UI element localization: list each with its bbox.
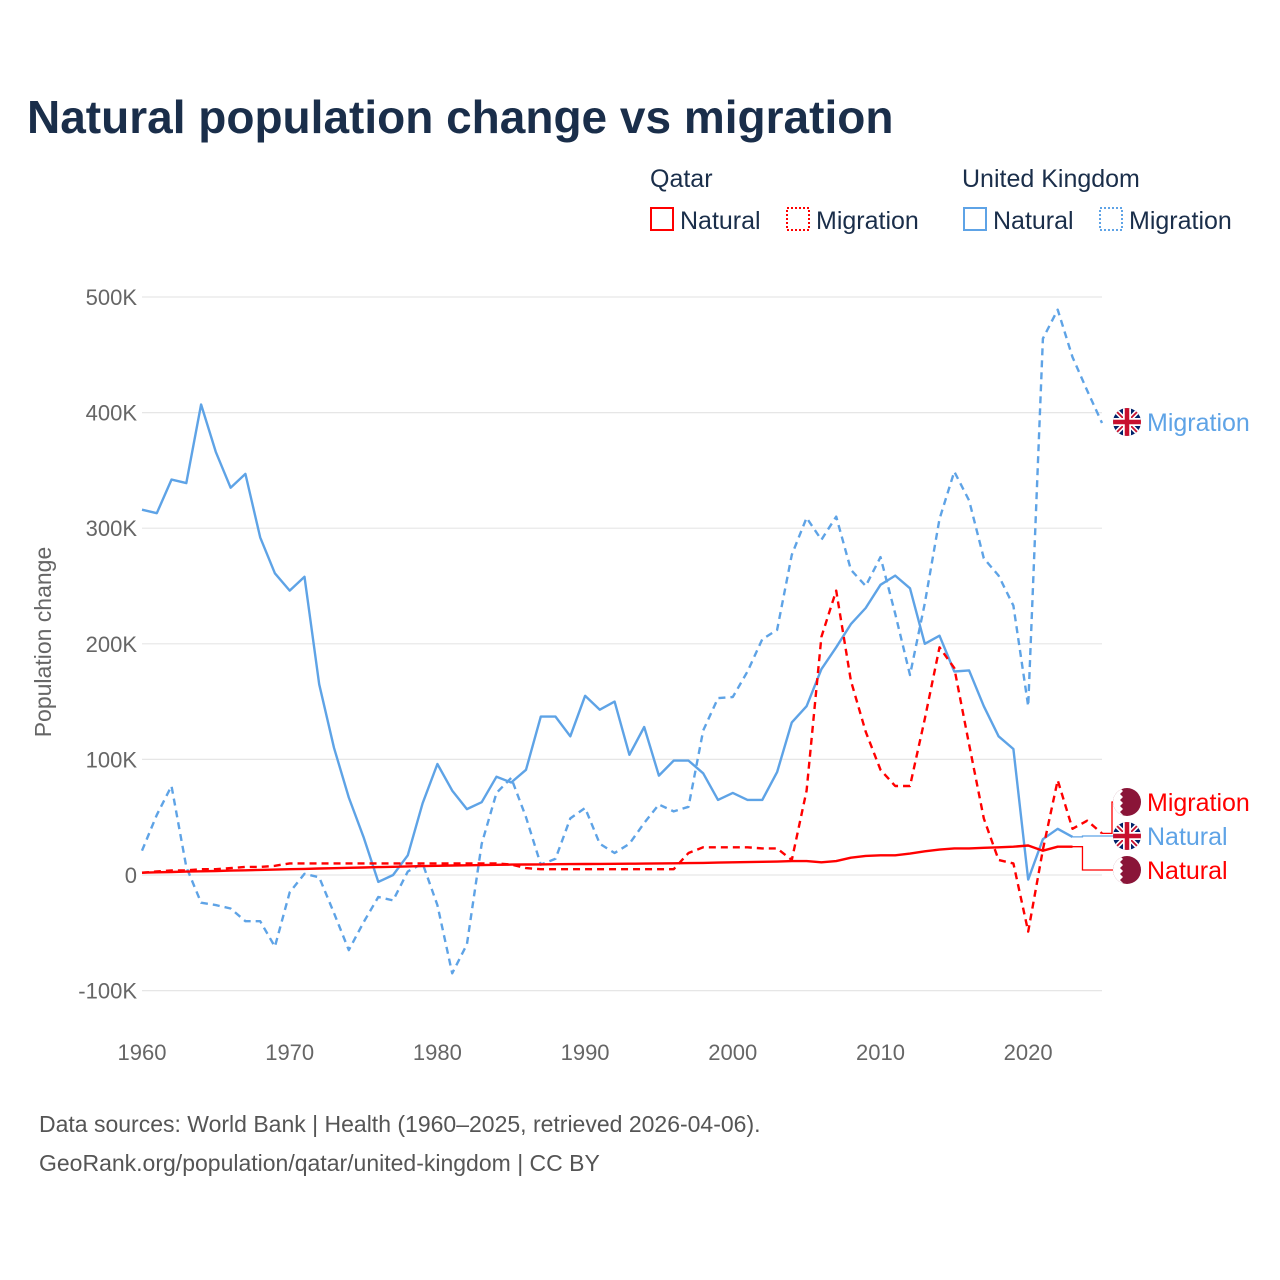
legend-item-qatar-natural[interactable]: Natural [680, 207, 761, 235]
series-line-qatar-migration[interactable] [141, 589, 1103, 933]
y-tick-label: 100K [86, 747, 138, 772]
y-axis-label: Population change [30, 547, 56, 738]
series-line-united-kingdom-migration[interactable] [140, 308, 1104, 975]
legend-group-qatar: Qatar [650, 165, 713, 193]
source-line-2[interactable]: GeoRank.org/population/qatar/united-king… [39, 1150, 600, 1176]
end-label-qatar-migration: Migration [1147, 789, 1250, 817]
legend: Qatar Natural Migration United Kingdom N… [650, 165, 1232, 235]
end-label-qatar-natural: Natural [1147, 857, 1228, 885]
grid [142, 296, 1102, 992]
end-label-united-kingdom-natural: Natural [1147, 823, 1228, 851]
y-axis: 500K 400K 300K 200K 100K 0 -100K [78, 285, 137, 1004]
x-tick-label: 2020 [1004, 1040, 1053, 1065]
legend-swatch-qatar-natural [650, 207, 674, 231]
x-tick-label: 2010 [856, 1040, 905, 1065]
x-tick-label: 2000 [708, 1040, 757, 1065]
series-line-qatar-natural[interactable] [141, 844, 1073, 874]
qatar-flag-icon [1113, 856, 1141, 884]
end-labels: Migration Natural Migration Natural [1072, 408, 1250, 885]
legend-group-uk: United Kingdom [962, 165, 1140, 193]
legend-item-uk-migration[interactable]: Migration [1129, 207, 1232, 235]
end-label-united-kingdom-migration: Migration [1147, 409, 1250, 437]
label-connector [1102, 801, 1113, 835]
label-connector [1072, 835, 1113, 838]
y-tick-label: 0 [125, 863, 137, 888]
series-line-united-kingdom-natural[interactable] [141, 403, 1074, 884]
legend-swatch-uk-migration [1099, 207, 1123, 231]
x-axis: 1960 1970 1980 1990 2000 2010 2020 [118, 1040, 1053, 1065]
legend-swatch-uk-natural [963, 207, 987, 231]
y-tick-label: 400K [86, 401, 138, 426]
x-tick-label: 1970 [265, 1040, 314, 1065]
label-connector [1072, 846, 1113, 871]
y-tick-label: 200K [86, 632, 138, 657]
legend-swatch-qatar-migration [786, 207, 810, 231]
x-tick-label: 1960 [118, 1040, 167, 1065]
legend-item-qatar-migration[interactable]: Migration [816, 207, 919, 235]
series-lines [140, 308, 1104, 975]
x-tick-label: 1990 [561, 1040, 610, 1065]
y-tick-label: -100K [78, 979, 137, 1004]
qatar-flag-icon [1113, 788, 1141, 816]
x-tick-label: 1980 [413, 1040, 462, 1065]
uk-flag-icon [1113, 822, 1141, 850]
uk-flag-icon [1113, 408, 1141, 436]
chart-title: Natural population change vs migration [27, 91, 893, 143]
legend-item-uk-natural[interactable]: Natural [993, 207, 1074, 235]
source-line-1: Data sources: World Bank | Health (1960–… [39, 1111, 761, 1137]
y-tick-label: 300K [86, 516, 138, 541]
y-tick-label: 500K [86, 285, 138, 310]
